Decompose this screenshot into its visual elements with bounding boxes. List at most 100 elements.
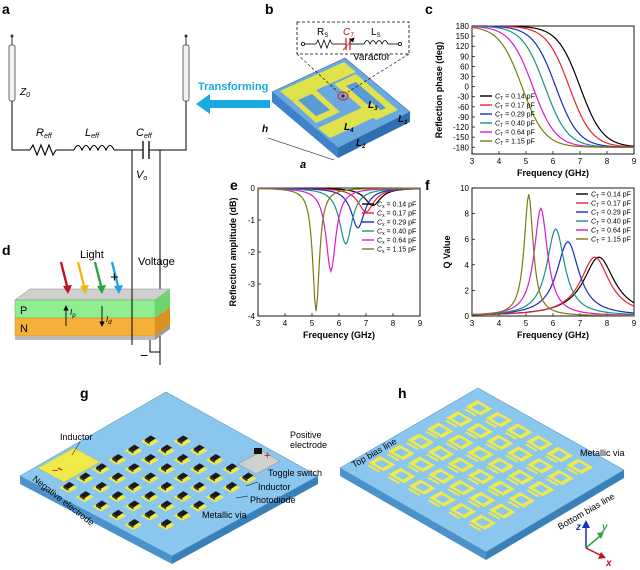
chip-side-2-4 <box>193 485 199 491</box>
chip-0-4 <box>226 463 238 471</box>
x-tick-label-f-1: 4 <box>497 319 502 328</box>
chip-side-0-2 <box>193 448 199 454</box>
voltage-label: Voltage <box>138 256 175 268</box>
cell-strip-4-3 <box>447 488 461 497</box>
x-tick-label-c-5: 8 <box>605 157 610 166</box>
x-tick-label-f-0: 3 <box>470 319 475 328</box>
cell-strip-4-1 <box>406 465 420 473</box>
legend-entry-f-1: CT = 0.17 pF <box>591 201 631 210</box>
cell-slot-2-0 <box>432 426 448 435</box>
chip-3-2 <box>144 472 156 480</box>
c-eff-label: Ceff <box>136 127 153 140</box>
y-tick-label-c-1: -150 <box>453 133 470 142</box>
chip-side-5-5 <box>161 523 166 529</box>
series-line-f-3 <box>471 228 635 316</box>
cell-strip-5-1 <box>387 476 401 484</box>
chip-0-3 <box>209 453 221 461</box>
right-antenna-icon <box>182 34 190 102</box>
legend-entry-c-5: CT = 1.15 pF <box>495 139 535 148</box>
cell-slot-2-5 <box>533 484 549 493</box>
y-tick-label-f-2: 4 <box>465 261 470 270</box>
legend-entry-c-2: CT = 0.29 pF <box>495 112 535 121</box>
cell-slot-4-2 <box>434 471 450 481</box>
series-line-f-1 <box>471 256 635 316</box>
chip-5-4 <box>144 509 156 517</box>
positive-electrode-label-1: Positive <box>290 430 322 440</box>
chip-side-4-1 <box>112 476 118 482</box>
chip-side-4-2 <box>128 485 134 491</box>
x-tick-label-c-3: 6 <box>551 157 556 166</box>
y-tick-label-c-11: 150 <box>456 32 470 41</box>
x-axis-title-c: Frequency (GHz) <box>517 168 589 178</box>
cell-slot-2-1 <box>453 437 468 447</box>
y-tick-label-c-4: -60 <box>457 103 469 112</box>
chip-side-5-1 <box>95 485 101 491</box>
z0-label: Z0 <box>19 87 30 99</box>
chip-side-2-1 <box>144 457 150 463</box>
xyz-axes-icon <box>582 520 606 559</box>
cell-strip-2-0 <box>425 431 439 439</box>
chip-side-2-3 <box>177 476 183 482</box>
cell-strip-1-3 <box>505 455 519 463</box>
cell-strip-0-3 <box>524 443 538 452</box>
chip-2-5 <box>209 491 221 499</box>
r-eff-label: Reff <box>36 127 53 140</box>
cell-strip-1-5 <box>545 478 559 486</box>
series-line-e-5 <box>257 187 420 312</box>
y-axis-label: y <box>601 522 608 533</box>
cell-strip-3-3 <box>466 477 480 485</box>
y-tick-label-f-1: 2 <box>465 286 470 295</box>
positive-sign: + <box>264 450 270 462</box>
y-tick-label-c-0: -180 <box>453 143 470 152</box>
x-tick-label-c-0: 3 <box>470 157 475 166</box>
cell-strip-0-2 <box>504 432 518 440</box>
chip-0-1 <box>177 435 189 443</box>
cell-strip-0-1 <box>484 420 498 428</box>
l-eff-label: Leff <box>85 127 100 140</box>
plot-frame-e <box>257 187 421 317</box>
chip-2-4 <box>193 481 205 489</box>
cell-slot-5-0 <box>374 459 390 468</box>
inductor-right-label: Inductor <box>258 482 291 492</box>
cell-strip-5-5 <box>468 523 482 531</box>
panel-b-unit-cell: b <box>262 1 411 171</box>
legend-entry-f-5: CT = 1.15 pF <box>591 237 631 246</box>
cell-slot-1-1 <box>472 426 488 435</box>
legend-entry-e-0: Cx = 0.14 pF <box>377 202 416 211</box>
cell-strip-2-1 <box>445 442 459 451</box>
y-tick-label-e-3: -1 <box>248 216 256 225</box>
metallic-via-label-g: Metallic via <box>202 510 247 520</box>
y-tick-label-c-3: -90 <box>457 113 469 122</box>
cell-strip-1-1 <box>465 431 479 440</box>
chip-side-3-2 <box>144 476 150 482</box>
y-axis-title-f: Q Value <box>442 235 452 268</box>
chip-side-5-0 <box>79 476 85 482</box>
varactor-label: Varactor <box>353 52 391 63</box>
cell-strip-4-5 <box>487 512 501 520</box>
chip-3-4 <box>177 491 189 499</box>
chip-2-1 <box>144 453 156 461</box>
chart-q-value: f 3 4 5 6 7 8 9 0 2 4 6 8 10 Frequency (GHz) Q Value CT… <box>425 177 637 340</box>
chip-side-6-0 <box>63 485 69 491</box>
chip-6-2 <box>95 500 107 508</box>
cell-slot-3-5 <box>514 495 530 505</box>
h-label: h <box>262 124 268 135</box>
y-tick-label-e-0: -4 <box>248 312 256 321</box>
cell-slot-1-2 <box>492 438 508 447</box>
chip-5-5 <box>161 519 172 527</box>
cell-strip-4-2 <box>427 476 441 485</box>
panel-a-circuit: a Z0 Reff Leff Ceff <box>2 1 270 365</box>
cell-strip-0-0 <box>464 408 478 417</box>
chip-2-3 <box>177 472 189 480</box>
chip-5-3 <box>128 500 140 508</box>
light-rays <box>59 261 123 294</box>
x-tick-label-c-4: 7 <box>578 157 583 166</box>
cell-strip-5-3 <box>427 499 441 508</box>
negative-sign: − <box>52 465 58 477</box>
chip-1-0 <box>144 435 156 443</box>
plot-frame-c <box>471 25 635 155</box>
cell-strip-0-5 <box>565 467 579 475</box>
varactor-marker <box>337 91 349 101</box>
chip-side-1-5 <box>226 485 232 491</box>
